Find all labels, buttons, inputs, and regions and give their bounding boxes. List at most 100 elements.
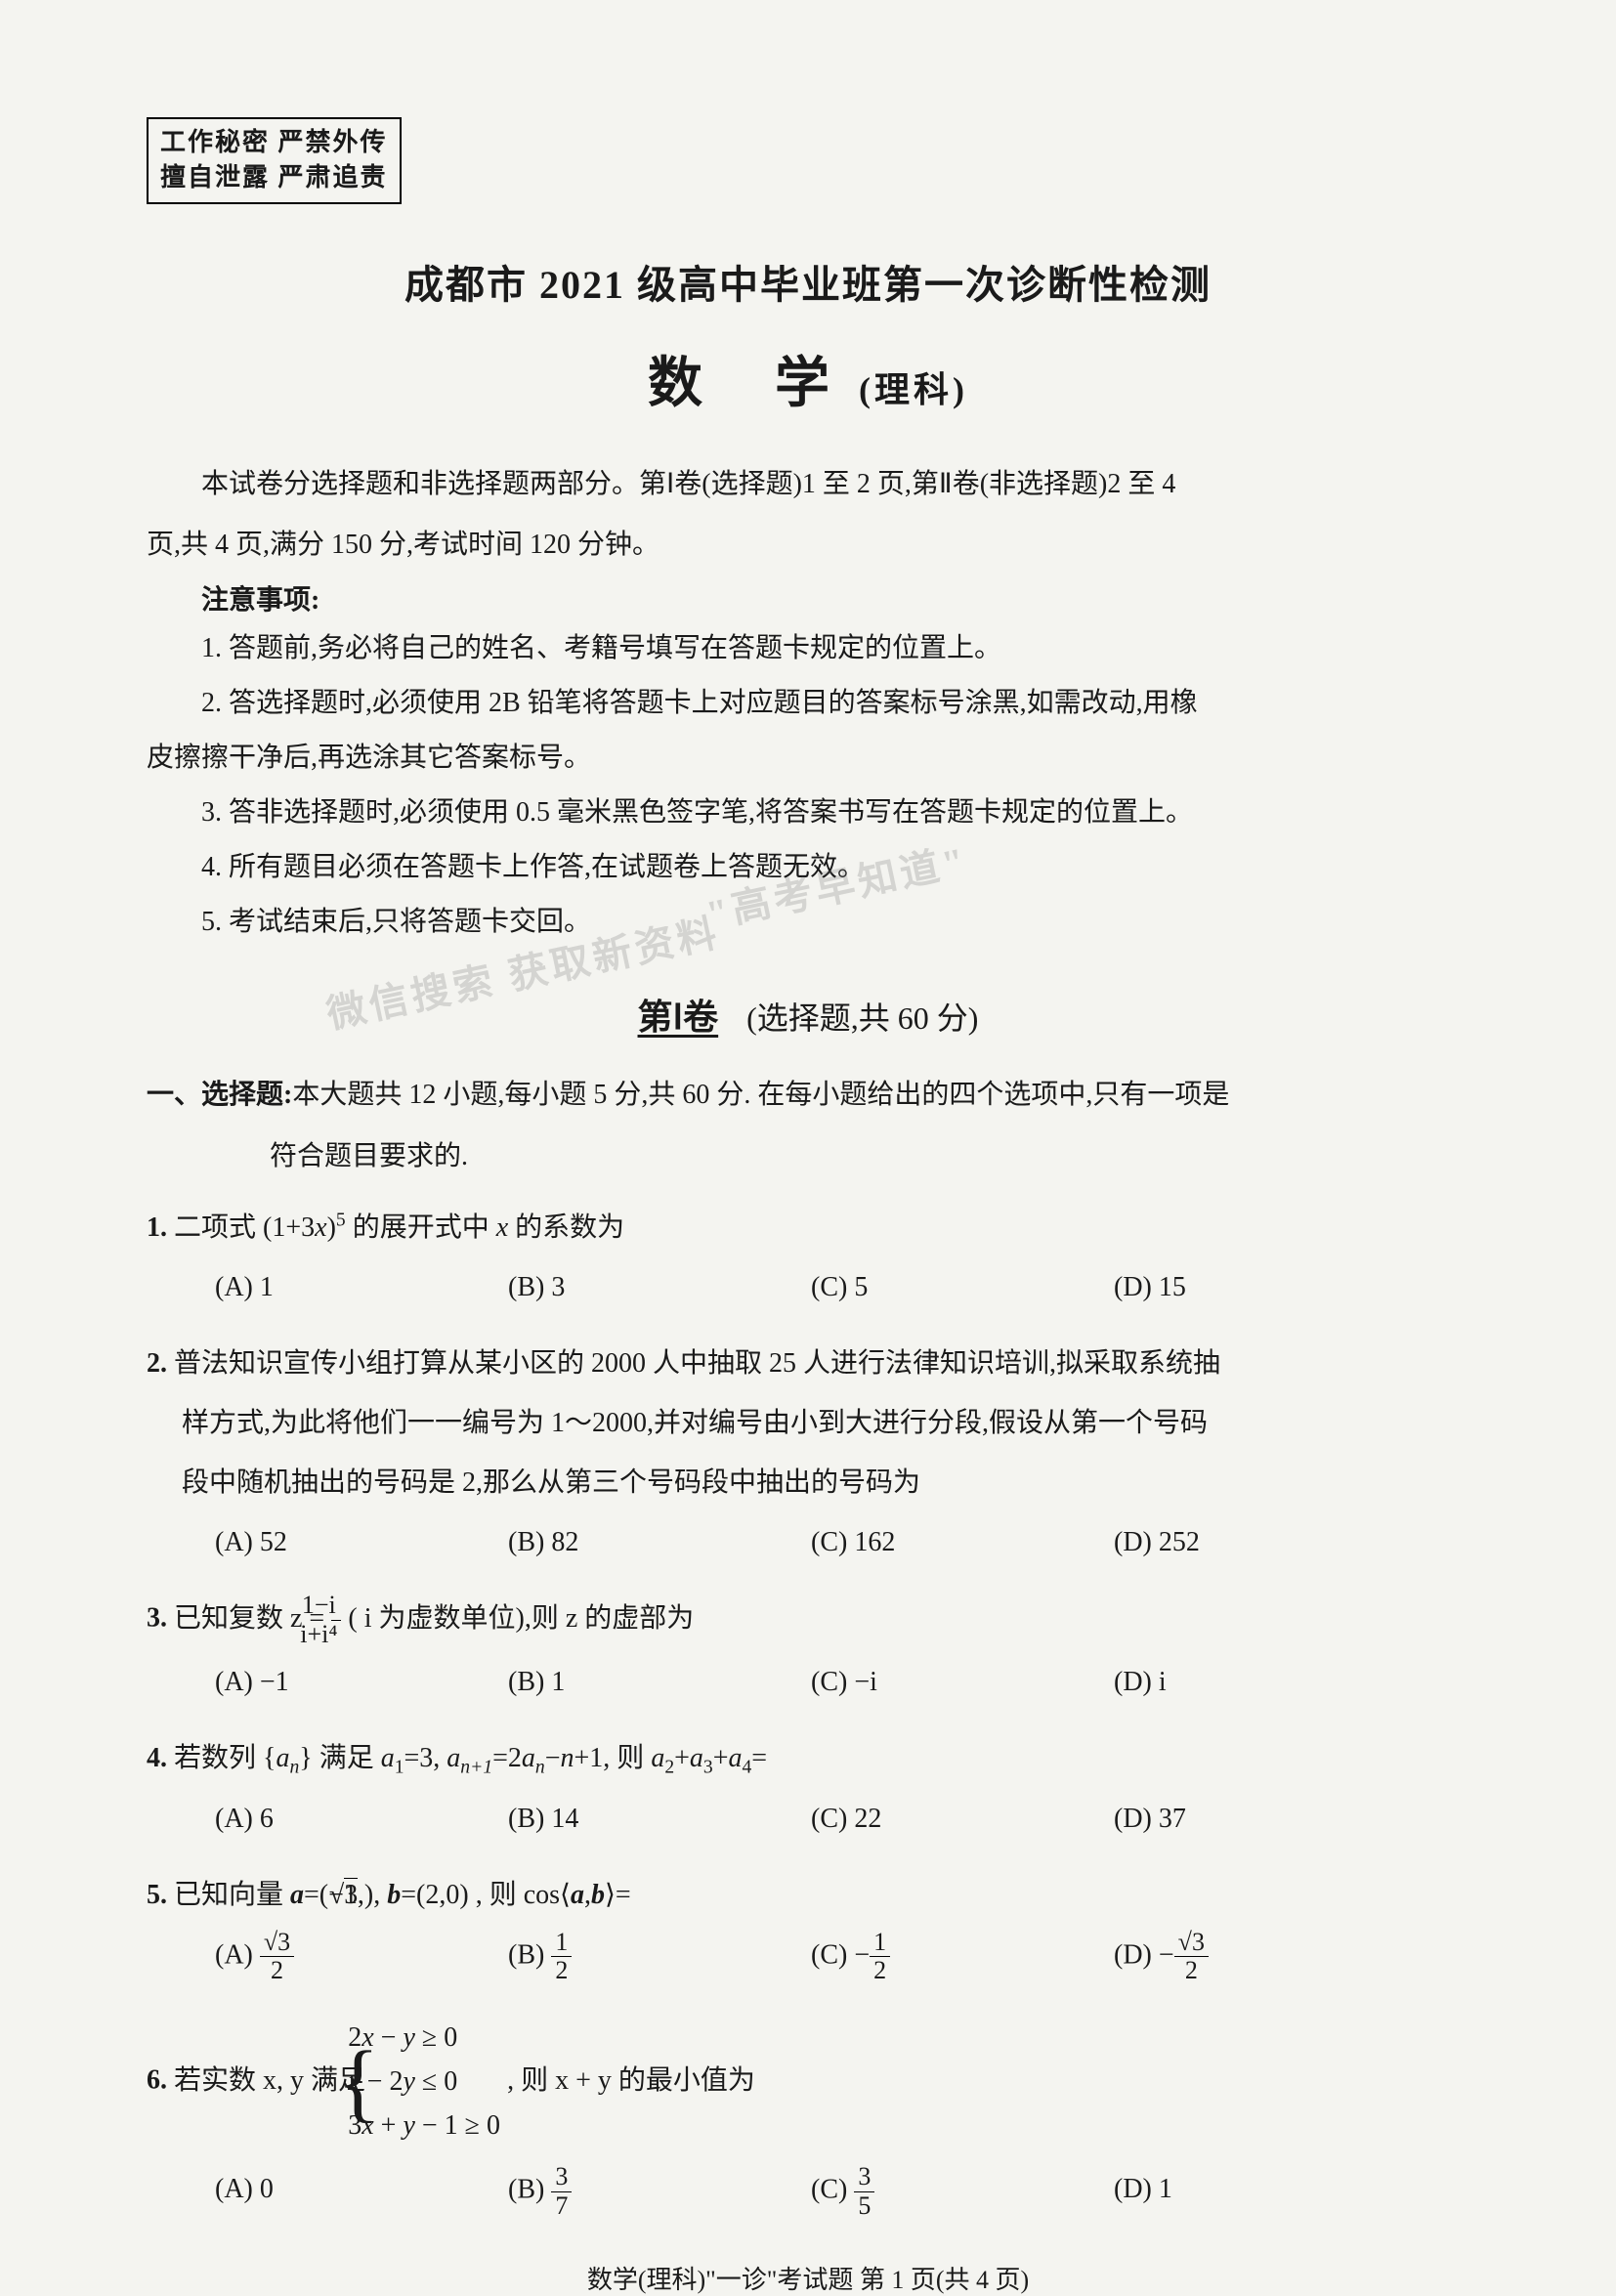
q3-suffix: ( i 为虚数单位),则 z 的虚部为 xyxy=(348,1603,694,1634)
q5-d-den: 2 xyxy=(1174,1957,1209,1985)
q3-num: 3. xyxy=(147,1603,167,1634)
q6-line2: x − 2y ≤ 0 xyxy=(383,2061,500,2105)
q5-opt-c: (C) −12 xyxy=(811,1929,1114,1985)
q3-opt-a: (A) −1 xyxy=(215,1656,508,1708)
note-1: 1. 答题前,务必将自己的姓名、考籍号填写在答题卡规定的位置上。 xyxy=(147,621,1469,676)
q6-line3: 3x + y − 1 ≥ 0 xyxy=(383,2105,500,2148)
intro-line-2: 页,共 4 页,满分 150 分,考试时间 120 分钟。 xyxy=(147,518,1469,573)
q6-opt-c: (C) 35 xyxy=(811,2163,1114,2220)
q2-num: 2. xyxy=(147,1348,167,1379)
q5-opt-d: (D) −√32 xyxy=(1114,1929,1358,1985)
q3-frac-den: i+i⁴ xyxy=(331,1621,341,1649)
q3-text: 已知复数 z = 1−i i+i⁴ ( i 为虚数单位),则 z 的虚部为 xyxy=(174,1603,694,1634)
secret-box: 工作秘密 严禁外传 擅自泄露 严肃追责 xyxy=(147,117,402,204)
q6-c-label: (C) xyxy=(811,2175,854,2205)
q4-opt-d: (D) 37 xyxy=(1114,1793,1358,1845)
section-1-label: 第Ⅰ卷 xyxy=(638,998,719,1037)
q6-c-num: 3 xyxy=(854,2163,874,2192)
page-footer: 数学(理科)"一诊"考试题 第 1 页(共 4 页) xyxy=(147,2260,1469,2296)
q-header-bold: 一、选择题: xyxy=(147,1080,292,1110)
q4-options: (A) 6 (B) 14 (C) 22 (D) 37 xyxy=(147,1793,1469,1845)
secret-line-2: 擅自泄露 严肃追责 xyxy=(160,160,388,195)
q2-cont1: 样方式,为此将他们一一编号为 1～2000,并对编号由小到大进行分段,假设从第一… xyxy=(147,1397,1469,1449)
q1-opt-b: (B) 3 xyxy=(508,1261,811,1313)
q4-num: 4. xyxy=(147,1743,167,1773)
question-group-header: 一、选择题:本大题共 12 小题,每小题 5 分,共 60 分. 在每小题给出的… xyxy=(147,1069,1469,1121)
q5-a-num: √3 xyxy=(260,1929,294,1958)
note-4: 4. 所有题目必须在答题卡上作答,在试题卷上答题无效。 xyxy=(147,840,1469,895)
q2-options: (A) 52 (B) 82 (C) 162 (D) 252 xyxy=(147,1516,1469,1568)
subject-main: 数 学 xyxy=(648,354,859,414)
q5-b-den: 2 xyxy=(551,1957,572,1985)
q3-opt-b: (B) 1 xyxy=(508,1656,811,1708)
q6-b-den: 7 xyxy=(551,2192,572,2221)
q3-options: (A) −1 (B) 1 (C) −i (D) i xyxy=(147,1656,1469,1708)
q5-options: (A) √32 (B) 12 (C) −12 (D) −√32 xyxy=(147,1929,1469,1985)
q6-suffix: , 则 x + y 的最小值为 xyxy=(507,2065,755,2096)
q2-opt-c: (C) 162 xyxy=(811,1516,1114,1568)
subject-title: 数 学(理科) xyxy=(147,339,1469,418)
notes-title: 注意事项: xyxy=(147,578,1469,617)
section-1-paren: (选择题,共 60 分) xyxy=(746,1000,978,1036)
q6-lines: 2x − y ≥ 0 x − 2y ≤ 0 3x + y − 1 ≥ 0 xyxy=(383,2017,500,2147)
q6-opt-b: (B) 37 xyxy=(508,2163,811,2220)
intro-line-1: 本试卷分选择题和非选择题两部分。第Ⅰ卷(选择题)1 至 2 页,第Ⅱ卷(非选择题… xyxy=(147,457,1469,512)
page: 工作秘密 严禁外传 擅自泄露 严肃追责 成都市 2021 级高中毕业班第一次诊断… xyxy=(0,0,1616,2285)
q4-opt-b: (B) 14 xyxy=(508,1793,811,1845)
q5-c-num: 1 xyxy=(870,1929,890,1958)
main-title: 成都市 2021 级高中毕业班第一次诊断性检测 xyxy=(147,253,1469,310)
q6-num: 6. xyxy=(147,2065,167,2096)
q5-num: 5. xyxy=(147,1880,167,1910)
q2-opt-a: (A) 52 xyxy=(215,1516,508,1568)
q5-text: 已知向量 a=(−1,3), b=(2,0) , 则 cos⟨a,b⟩= xyxy=(174,1880,631,1910)
note-2-cont: 皮擦擦干净后,再选涂其它答案标号。 xyxy=(147,731,1469,786)
q1-opt-d: (D) 15 xyxy=(1114,1261,1358,1313)
q2-text: 普法知识宣传小组打算从某小区的 2000 人中抽取 25 人进行法律知识培训,拟… xyxy=(174,1348,1220,1379)
q5-opt-a: (A) √32 xyxy=(215,1929,508,1985)
note-2: 2. 答选择题时,必须使用 2B 铅笔将答题卡上对应题目的答案标号涂黑,如需改动… xyxy=(147,676,1469,731)
question-2: 2. 普法知识宣传小组打算从某小区的 2000 人中抽取 25 人进行法律知识培… xyxy=(147,1338,1469,1389)
q5-a-label: (A) xyxy=(215,1939,260,1970)
q4-opt-c: (C) 22 xyxy=(811,1793,1114,1845)
q5-b-label: (B) xyxy=(508,1939,551,1970)
question-4: 4. 若数列 {an} 满足 a1=3, an+1=2an−n+1, 则 a2+… xyxy=(147,1732,1469,1786)
q3-frac-num: 1−i xyxy=(331,1592,341,1621)
q3-opt-c: (C) −i xyxy=(811,1656,1114,1708)
q3-opt-d: (D) i xyxy=(1114,1656,1358,1708)
question-3: 3. 已知复数 z = 1−i i+i⁴ ( i 为虚数单位),则 z 的虚部为 xyxy=(147,1592,1469,1648)
subject-paren: (理科) xyxy=(859,370,968,409)
q6-opt-d: (D) 1 xyxy=(1114,2163,1358,2220)
q6-c-den: 5 xyxy=(854,2192,874,2221)
section-1-header: 第Ⅰ卷 (选择题,共 60 分) xyxy=(147,989,1469,1040)
q1-options: (A) 1 (B) 3 (C) 5 (D) 15 xyxy=(147,1261,1469,1313)
q5-c-den: 2 xyxy=(870,1957,890,1985)
question-6: 6. 若实数 x, y 满足 { 2x − y ≥ 0 x − 2y ≤ 0 3… xyxy=(147,2009,1469,2155)
question-5: 5. 已知向量 a=(−1,3), b=(2,0) , 则 cos⟨a,b⟩= xyxy=(147,1869,1469,1921)
question-1: 1. 二项式 (1+3x)5 的展开式中 x 的系数为 xyxy=(147,1202,1469,1254)
q6-system: { 2x − y ≥ 0 x − 2y ≤ 0 3x + y − 1 ≥ 0 xyxy=(372,2017,500,2147)
q6-text: 若实数 x, y 满足 { 2x − y ≥ 0 x − 2y ≤ 0 3x +… xyxy=(174,2065,755,2096)
q6-b-label: (B) xyxy=(508,2175,551,2205)
q5-d-label: (D) − xyxy=(1114,1939,1174,1970)
q1-num: 1. xyxy=(147,1212,167,1243)
q5-opt-b: (B) 12 xyxy=(508,1929,811,1985)
q2-cont2: 段中随机抽出的号码是 2,那么从第三个号码段中抽出的号码为 xyxy=(147,1457,1469,1509)
q6-options: (A) 0 (B) 37 (C) 35 (D) 1 xyxy=(147,2163,1469,2220)
note-3: 3. 答非选择题时,必须使用 0.5 毫米黑色签字笔,将答案书写在答题卡规定的位… xyxy=(147,786,1469,840)
q5-a-den: 2 xyxy=(260,1957,294,1985)
q2-opt-d: (D) 252 xyxy=(1114,1516,1358,1568)
q4-text: 若数列 {an} 满足 a1=3, an+1=2an−n+1, 则 a2+a3+… xyxy=(174,1743,767,1773)
secret-line-1: 工作秘密 严禁外传 xyxy=(160,125,388,160)
q-header-text: 本大题共 12 小题,每小题 5 分,共 60 分. 在每小题给出的四个选项中,… xyxy=(292,1080,1229,1110)
q6-opt-a: (A) 0 xyxy=(215,2163,508,2220)
q3-frac: 1−i i+i⁴ xyxy=(331,1592,341,1648)
q2-opt-b: (B) 82 xyxy=(508,1516,811,1568)
q5-b-num: 1 xyxy=(551,1929,572,1958)
q6-line1: 2x − y ≥ 0 xyxy=(383,2017,500,2061)
q1-opt-c: (C) 5 xyxy=(811,1261,1114,1313)
note-5: 5. 考试结束后,只将答题卡交回。 xyxy=(147,895,1469,950)
q5-c-label: (C) − xyxy=(811,1939,870,1970)
q6-b-num: 3 xyxy=(551,2163,572,2192)
q5-d-num: √3 xyxy=(1174,1929,1209,1958)
q1-opt-a: (A) 1 xyxy=(215,1261,508,1313)
